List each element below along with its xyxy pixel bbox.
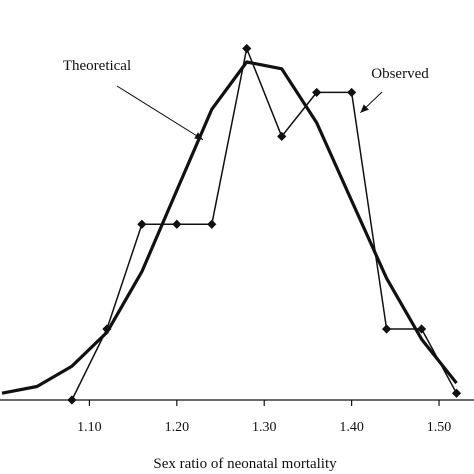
theoretical-annotation-arrow bbox=[116, 85, 204, 141]
theoretical-series-line bbox=[1, 60, 458, 395]
x-tick-label: 1.10 bbox=[77, 420, 102, 435]
observed-point bbox=[312, 87, 322, 98]
observed-point bbox=[347, 87, 357, 98]
observed-point bbox=[137, 219, 147, 229]
theoretical-annotation-label: Theoretical bbox=[63, 58, 131, 74]
x-tick-label: 1.20 bbox=[165, 420, 190, 435]
x-axis-title: Sex ratio of neonatal mortality bbox=[153, 456, 337, 472]
x-tick-label: 1.30 bbox=[252, 420, 277, 435]
observed-series-line bbox=[71, 47, 458, 401]
observed-point bbox=[381, 324, 392, 334]
x-tick-label: 1.50 bbox=[427, 420, 452, 435]
observed-annotation-arrowhead bbox=[360, 104, 369, 113]
observed-point bbox=[207, 219, 217, 229]
observed-point bbox=[242, 43, 252, 54]
annotations: Theoretical Observed bbox=[63, 58, 429, 141]
x-tick-label: 1.40 bbox=[339, 420, 364, 435]
theoretical-annotation-arrowhead bbox=[194, 132, 204, 140]
observed-point bbox=[277, 131, 287, 141]
observed-annotation-label: Observed bbox=[371, 66, 429, 82]
x-axis-ticks: 1.10 1.20 1.30 1.40 1.50 bbox=[77, 400, 451, 435]
observed-point bbox=[172, 219, 182, 229]
observed-point bbox=[416, 324, 427, 334]
observed-point bbox=[451, 388, 462, 398]
observed-point bbox=[102, 324, 112, 334]
plot-area bbox=[1, 43, 462, 405]
